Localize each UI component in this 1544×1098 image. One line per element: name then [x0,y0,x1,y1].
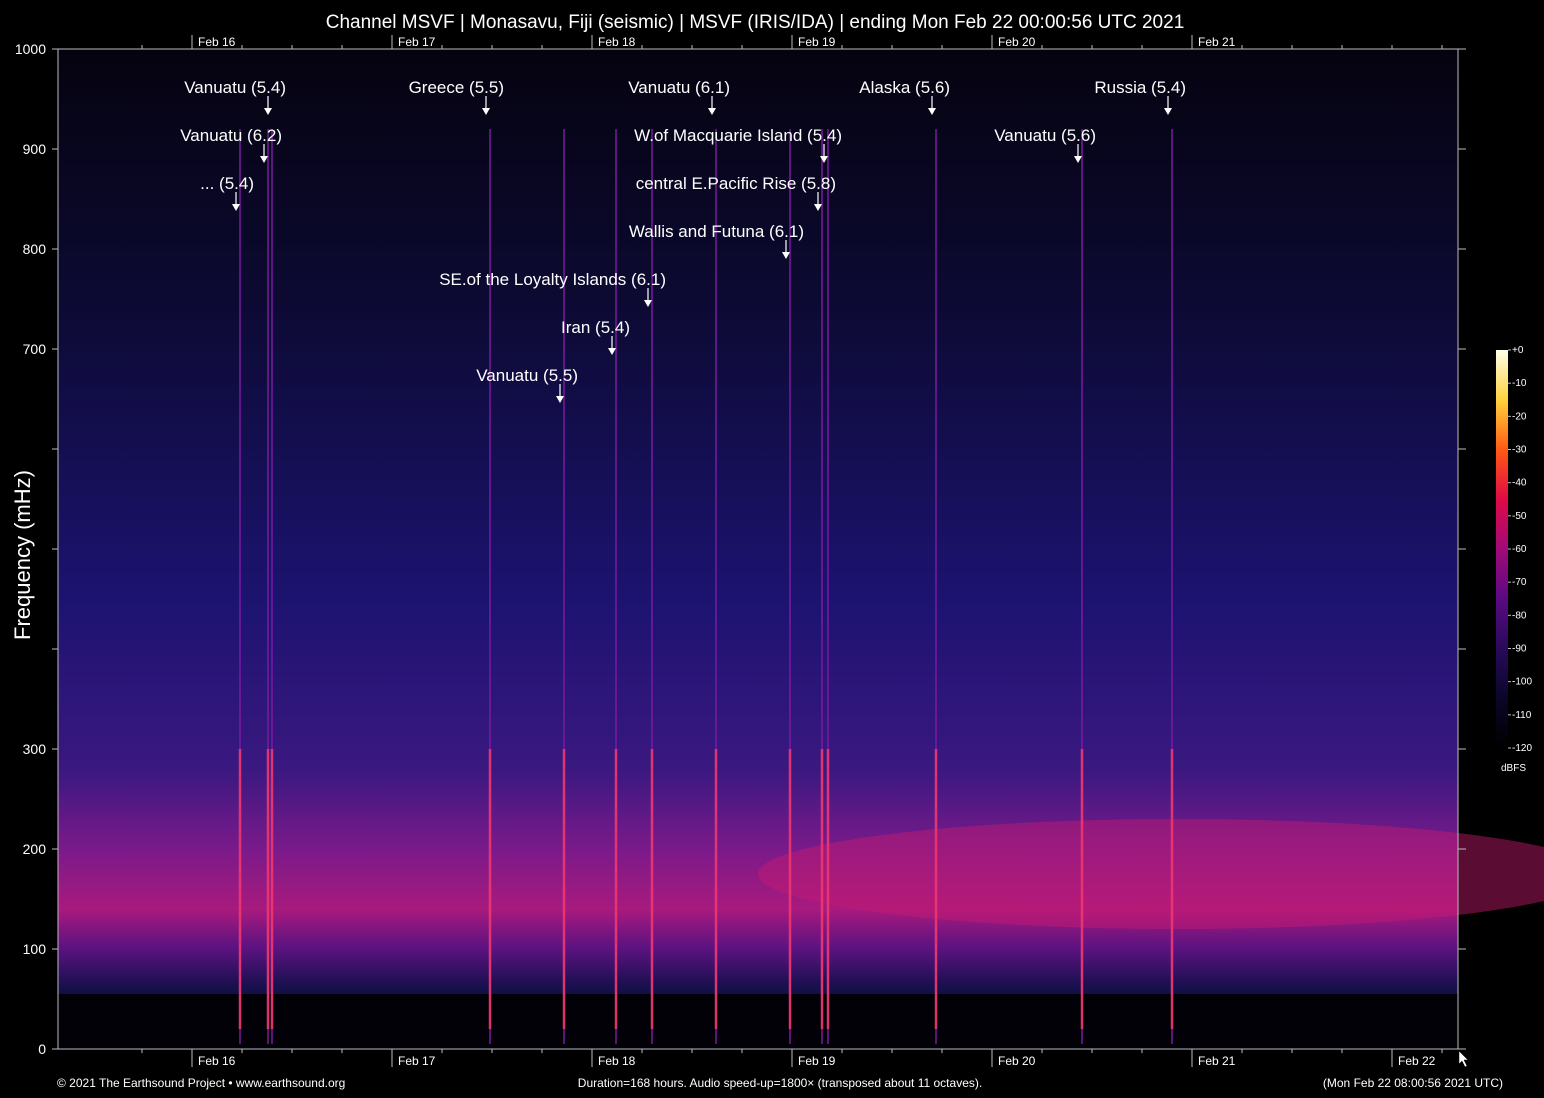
event-annotation: Iran (5.4) [561,318,630,355]
colorbar-tick-label: -120 [1512,743,1532,754]
event-arrow-icon [928,108,936,115]
event-annotation: Greece (5.5) [409,78,504,115]
x-tick-label: Feb 19 [798,1054,836,1068]
footer-copyright: © 2021 The Earthsound Project • www.eart… [57,1076,345,1090]
x-tick-label: Feb 18 [598,1054,636,1068]
event-label: Iran (5.4) [561,318,630,337]
x-tick-label: Feb 17 [398,1054,436,1068]
event-label: Vanuatu (5.6) [994,126,1096,145]
event-label: Wallis and Futuna (6.1) [629,222,804,241]
event-annotation: Vanuatu (6.1) [628,78,730,115]
event-arrow-icon [608,348,616,355]
event-arrow-icon [482,108,490,115]
event-label: Vanuatu (5.5) [476,366,578,385]
event-label: SE.of the Loyalty Islands (6.1) [439,270,666,289]
y-tick-label: 100 [23,941,47,957]
x-tick-label-top: Feb 17 [398,35,436,49]
event-label: W.of Macquarie Island (5.4) [634,126,842,145]
colorbar-tick-label: -20 [1512,411,1527,422]
event-arrow-icon [232,204,240,211]
event-label: central E.Pacific Rise (5.8) [636,174,836,193]
event-label: Russia (5.4) [1094,78,1186,97]
event-label: Alaska (5.6) [859,78,950,97]
colorbar-tick-label: -80 [1512,610,1527,621]
event-annotation: Vanuatu (5.5) [476,366,578,403]
x-tick-label: Feb 21 [1198,1054,1236,1068]
event-annotations: Vanuatu (5.4) Vanuatu (6.2) ... (5.4) Greec… [180,78,1186,403]
spectrogram-layer [58,49,1544,1049]
colorbar [1496,350,1508,748]
event-annotation: Vanuatu (5.4) [184,78,286,115]
event-arrow-icon [644,300,652,307]
y-tick-label: 1000 [15,41,46,57]
colorbar-tick-label: -30 [1512,445,1527,456]
y-axis-label: Frequency (mHz) [10,470,35,640]
event-annotation: central E.Pacific Rise (5.8) [636,174,836,211]
x-tick-label-top: Feb 21 [1198,35,1236,49]
colorbar-tick-label: +0 [1512,345,1524,356]
background-noise-band [58,49,1458,1049]
x-tick-label-top: Feb 19 [798,35,836,49]
event-annotation: SE.of the Loyalty Islands (6.1) [439,270,666,307]
event-label: Vanuatu (6.2) [180,126,282,145]
colorbar-tick-label: -10 [1512,378,1527,389]
event-annotation: Alaska (5.6) [859,78,950,115]
event-label: ... (5.4) [200,174,254,193]
event-arrow-icon [1164,108,1172,115]
event-label: Vanuatu (6.1) [628,78,730,97]
axis-ticks: 0 100 200 300 700 800 900 1000 Feb 16 Feb 16 Feb 1… [15,35,1466,1068]
high-noise-region [758,819,1544,929]
low-frequency-band [58,994,1458,1049]
event-annotation: Vanuatu (6.2) [180,126,282,163]
colorbar-ticks: +0 -10 -20 -30 -40 -50 -60 -70 -80 -90 -100 -110 -12… [1508,345,1532,754]
event-annotation: Wallis and Futuna (6.1) [629,222,804,259]
colorbar-tick-label: -70 [1512,577,1527,588]
y-tick-label: 300 [23,741,47,757]
x-tick-label: Feb 22 [1398,1054,1436,1068]
colorbar-tick-label: -100 [1512,677,1532,688]
event-arrow-icon [260,156,268,163]
x-tick-label-top: Feb 18 [598,35,636,49]
chart-title: Channel MSVF | Monasavu, Fiji (seismic) … [326,12,1185,33]
colorbar-tick-label: -40 [1512,478,1527,489]
event-arrow-icon [782,252,790,259]
colorbar-unit: dBFS [1501,763,1526,774]
x-tick-label: Feb 16 [198,1054,236,1068]
y-tick-label: 200 [23,841,47,857]
y-tick-label: 900 [23,141,47,157]
event-arrow-icon [814,204,822,211]
event-arrow-icon [264,108,272,115]
event-arrow-icon [556,396,564,403]
footer-duration: Duration=168 hours. Audio speed-up=1800×… [578,1076,982,1090]
event-annotation: Russia (5.4) [1094,78,1186,115]
x-tick-label: Feb 20 [998,1054,1036,1068]
event-arrow-icon [820,156,828,163]
footer-timestamp: (Mon Feb 22 08:00:56 2021 UTC) [1323,1076,1503,1090]
event-annotation: Vanuatu (5.6) [994,126,1096,163]
y-tick-label: 800 [23,241,47,257]
colorbar-tick-label: -90 [1512,644,1527,655]
colorbar-tick-label: -50 [1512,511,1527,522]
event-label: Vanuatu (5.4) [184,78,286,97]
cursor-icon [1458,1050,1469,1068]
y-tick-label: 700 [23,341,47,357]
x-tick-label-top: Feb 16 [198,35,236,49]
event-arrow-icon [1074,156,1082,163]
event-arrow-icon [708,108,716,115]
x-tick-label-top: Feb 20 [998,35,1036,49]
colorbar-tick-label: -60 [1512,544,1527,555]
event-annotation: W.of Macquarie Island (5.4) [634,126,842,163]
y-tick-label: 0 [38,1041,46,1057]
event-label: Greece (5.5) [409,78,504,97]
event-annotation: ... (5.4) [200,174,254,211]
colorbar-tick-label: -110 [1512,710,1532,721]
